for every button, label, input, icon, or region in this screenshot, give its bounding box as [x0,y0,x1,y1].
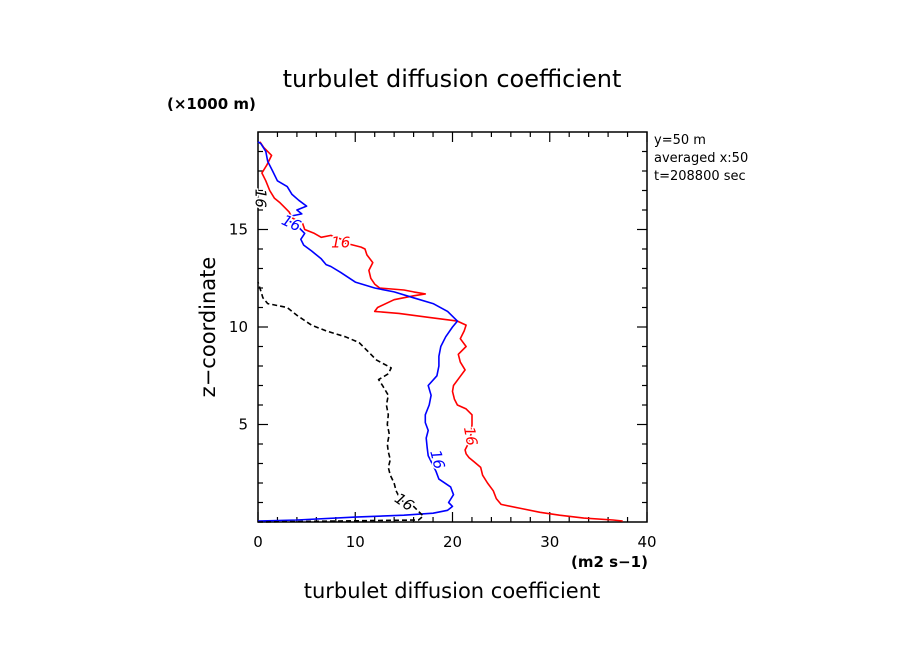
contour-label: 16 [460,425,481,447]
contour-label: 16 [391,489,417,515]
x-tick-label: 30 [540,533,559,551]
x-tick-label: 0 [253,533,263,551]
y-axis-label: z−coordinate [196,257,220,398]
series-line-2 [257,281,425,523]
contour-label: 16 [331,234,350,252]
x-tick-labels: 0 10 20 30 40 [253,533,656,551]
info-line: averaged x:50 [654,151,748,166]
y-tick-labels: 5 10 15 [229,221,248,434]
contour-label: 16 [426,448,448,471]
x-tick-label: 10 [346,533,365,551]
info-line: y=50 m [654,133,706,148]
contour-label: 16 [251,189,269,208]
x-tick-label: 20 [443,533,462,551]
y-unit-label: (×1000 m) [167,95,256,113]
x-axis-label: turbulet diffusion coefficient [304,579,601,603]
info-line: t=208800 sec [654,169,746,184]
info-text: y=50 m averaged x:50 t=208800 sec [654,133,748,184]
chart-title: turbulet diffusion coefficient [283,65,622,93]
series-line-1 [257,141,459,522]
series-line-0 [259,141,623,522]
y-tick-label: 15 [229,221,248,239]
y-tick-label: 5 [238,416,248,434]
series-group [257,141,623,523]
x-unit-label: (m2 s−1) [571,553,648,571]
y-tick-label: 10 [229,318,248,336]
x-tick-label: 40 [637,533,656,551]
